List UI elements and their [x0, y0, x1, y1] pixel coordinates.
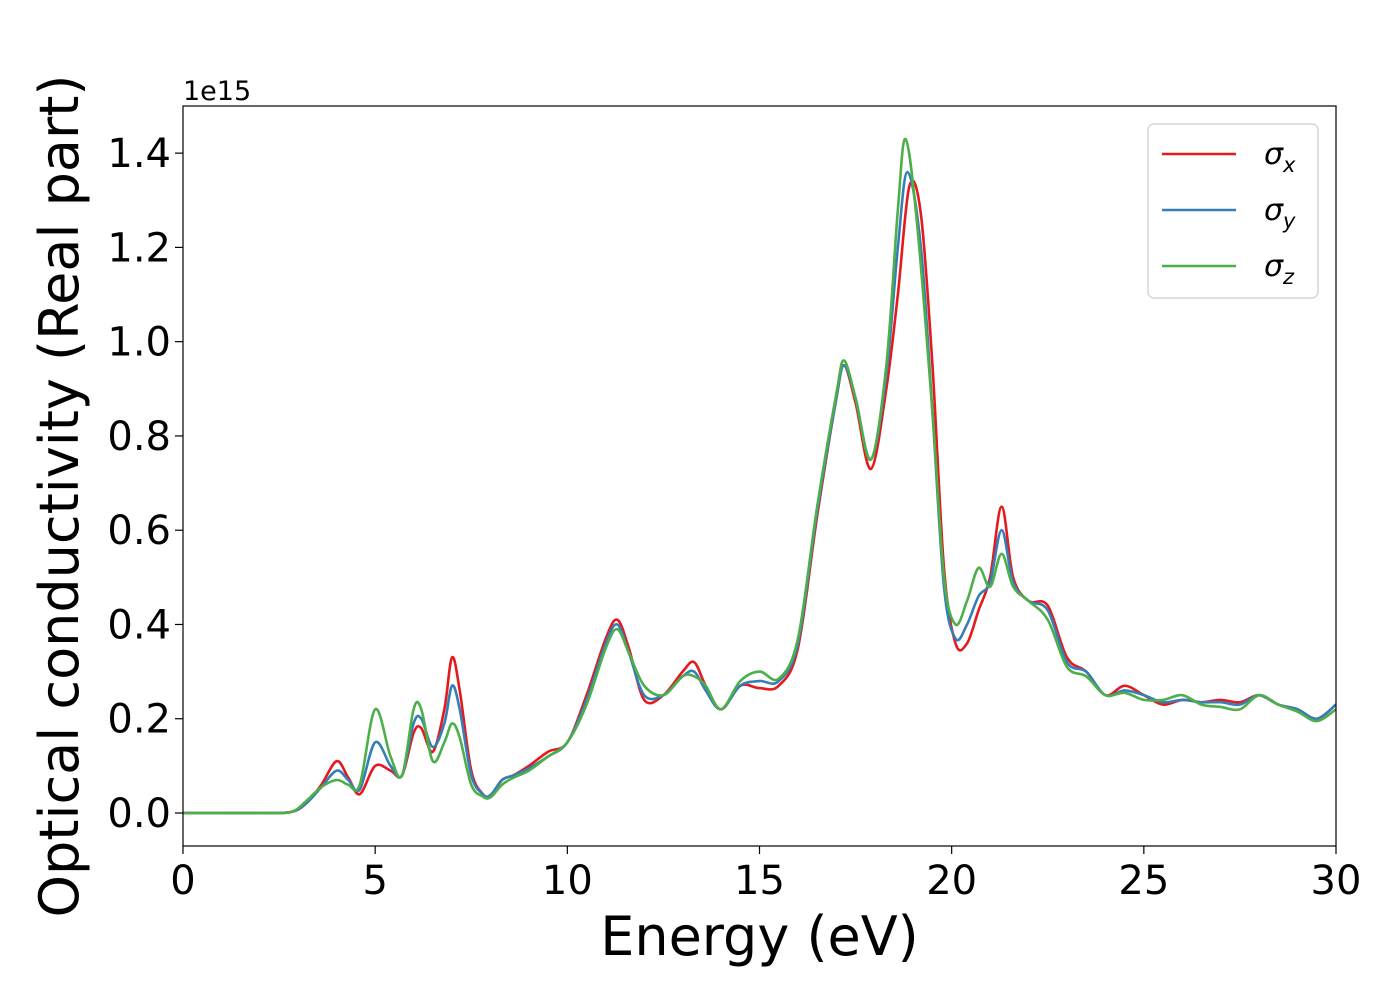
legend: σx σy σz	[1147, 123, 1319, 299]
y-tick-label: 1.2	[107, 225, 171, 271]
y-tick-label: 1.4	[107, 131, 171, 177]
x-tick-label: 0	[170, 858, 195, 904]
y-tick-label: 0.4	[107, 602, 171, 648]
y-tick-label: 0.6	[107, 508, 171, 554]
legend-label-z: σz	[1264, 249, 1295, 289]
y-tick-label: 0.2	[107, 697, 171, 743]
legend-label-y: σy	[1264, 193, 1296, 233]
y-tick-label: 0.8	[107, 414, 171, 460]
ticks-layer: 0 5 10 15 20 25 30 0.0 0.2 0.4 0.6 0.8 1.0 1.2 1.4	[107, 131, 1361, 904]
y-offset-text: 1e15	[183, 76, 251, 107]
y-tick-label: 1.0	[107, 320, 171, 366]
x-axis-title: Energy (eV)	[600, 905, 919, 968]
series-line-z	[183, 137, 1336, 815]
x-tick-label: 20	[926, 858, 977, 904]
x-tick-label: 15	[734, 858, 785, 904]
x-tick-label: 25	[1118, 858, 1169, 904]
x-tick-label: 10	[542, 858, 593, 904]
series-line-y	[183, 170, 1336, 815]
y-tick-label: 0.0	[107, 791, 171, 837]
x-tick-label: 30	[1311, 858, 1362, 904]
legend-label-x: σx	[1264, 137, 1296, 177]
y-axis-title: Optical conductivity (Real part)	[28, 75, 91, 918]
x-tick-label: 5	[362, 858, 387, 904]
series-layer	[183, 137, 1336, 815]
